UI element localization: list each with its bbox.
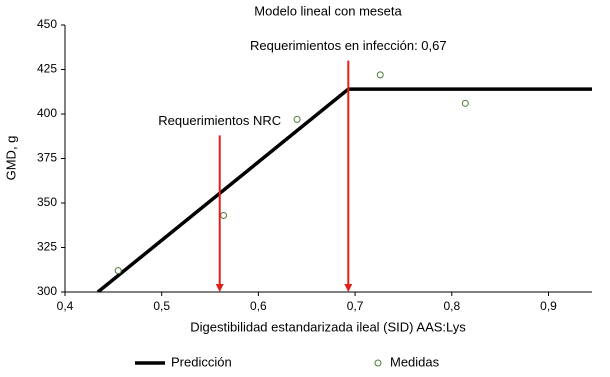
y-axis-label: GMD, g xyxy=(3,136,18,181)
annotation: Requerimientos NRC xyxy=(158,113,281,128)
data-point xyxy=(293,115,301,123)
legend-label: Medidas xyxy=(390,354,440,369)
data-point xyxy=(114,267,122,275)
arrow-head xyxy=(344,284,353,292)
data-point xyxy=(220,211,228,219)
y-tick-label: 450 xyxy=(37,17,57,31)
x-tick-label: 0,6 xyxy=(250,299,267,313)
x-tick-label: 0,4 xyxy=(57,299,74,313)
data-point xyxy=(376,71,384,79)
y-tick-label: 325 xyxy=(37,240,57,254)
y-tick-label: 350 xyxy=(37,195,57,209)
x-tick-label: 0,7 xyxy=(347,299,364,313)
legend-swatch xyxy=(374,359,382,367)
x-axis-label: Digestibilidad estandarizada ileal (SID)… xyxy=(190,319,466,334)
arrow-head xyxy=(215,284,224,292)
chart-title: Modelo lineal con meseta xyxy=(254,3,402,18)
x-tick-label: 0,5 xyxy=(153,299,170,313)
y-tick-label: 375 xyxy=(37,151,57,165)
y-tick-label: 300 xyxy=(37,284,57,298)
x-tick-label: 0,8 xyxy=(443,299,460,313)
data-point xyxy=(461,99,469,107)
y-tick-label: 425 xyxy=(37,62,57,76)
x-tick-label: 0,9 xyxy=(540,299,557,313)
legend-label: Predicción xyxy=(171,354,232,369)
annotation: Requerimientos en infección: 0,67 xyxy=(250,38,447,53)
y-tick-label: 400 xyxy=(37,106,57,120)
